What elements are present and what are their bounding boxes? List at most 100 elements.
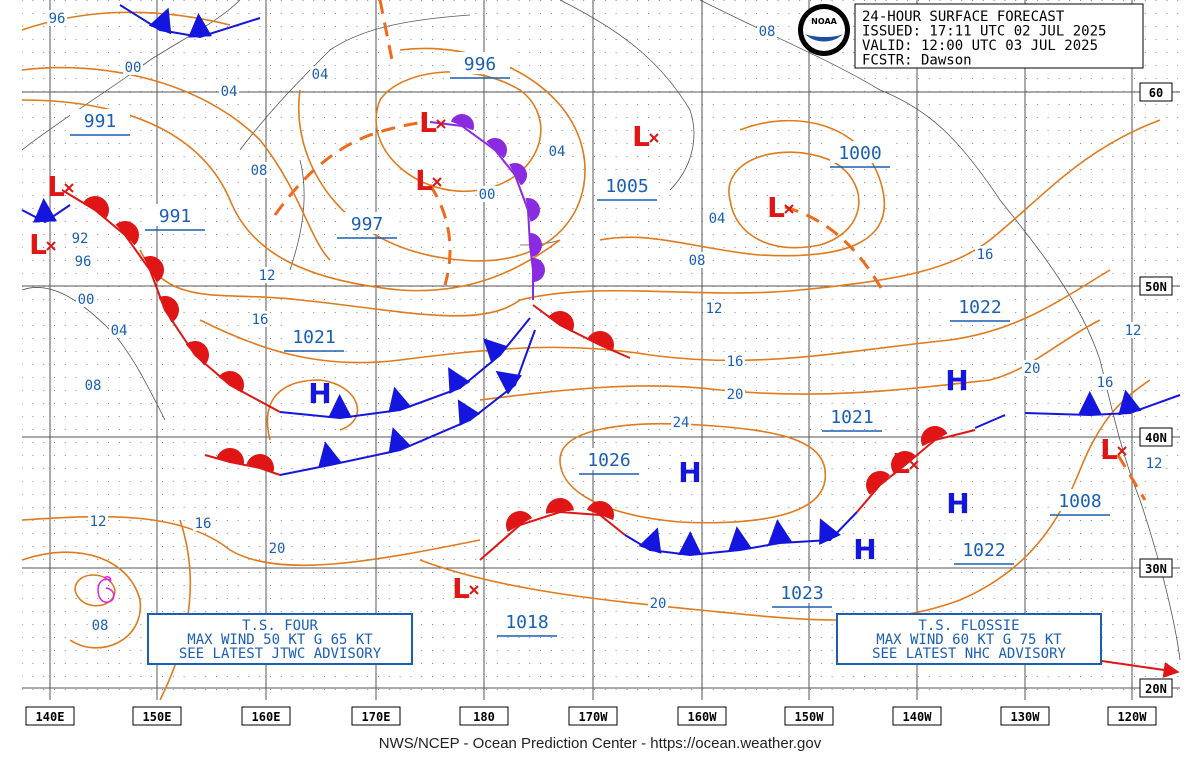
lon-label-box (25, 706, 75, 726)
isobar-label: 08 (689, 253, 706, 269)
isobar-label-bg (76, 291, 96, 307)
pressure-label-bg (597, 174, 657, 196)
isobar-label-bg (47, 10, 67, 26)
isobar-label: 16 (1097, 375, 1114, 391)
isobar-label-bg (1123, 322, 1143, 338)
lon-label: 180 (473, 710, 495, 724)
isobar-label-bg (725, 386, 745, 402)
low-center: L (47, 170, 65, 203)
labels: 140E 150E 160E 170E 180 170W 160W 150W 140W 130W 1… (25, 10, 1173, 726)
isobar-label-bg (648, 595, 668, 611)
pressure-label-bg (772, 581, 832, 603)
pressure-label: 1008 (1058, 491, 1101, 512)
advisory-line: T.S. FLOSSIE (918, 618, 1019, 634)
isobar-label-bg (310, 66, 330, 82)
pressure-label: 997 (351, 214, 384, 235)
fronts (21, 4, 1181, 678)
pressure-label-bg (70, 109, 130, 131)
isobar-label-bg (547, 143, 567, 159)
lon-label-box (892, 706, 942, 726)
isobar-label-bg (1144, 455, 1164, 471)
low-x (784, 204, 794, 214)
pressure-label: 1021 (292, 327, 335, 348)
pressure-label: 996 (464, 54, 497, 75)
pressure-label: 1005 (605, 176, 648, 197)
isobar-label: 04 (111, 323, 128, 339)
pressure-label: 1026 (587, 450, 630, 471)
isobar-label-bg (193, 515, 213, 531)
logo-bird (805, 34, 843, 42)
pressure-label-bg (950, 295, 1010, 317)
lon-label-box (351, 706, 401, 726)
lat-label-box (1139, 558, 1173, 578)
isobar-label: 08 (92, 618, 109, 634)
lon-label-box (459, 706, 509, 726)
advisory-line: MAX WIND 50 KT G 65 KT (187, 632, 373, 648)
isobar-label-bg (975, 246, 995, 262)
isobar-label: 12 (1125, 323, 1142, 339)
isobar-label: 96 (75, 254, 92, 270)
isobar-label-bg (70, 230, 90, 246)
high-center: H (308, 377, 331, 410)
isobar-label-bg (257, 267, 277, 283)
advisory-line: T.S. FOUR (242, 618, 318, 634)
isobar-label-bg (123, 59, 143, 75)
lat-label: 20N (1145, 682, 1167, 696)
pressure-label: 991 (159, 206, 192, 227)
isobar-label: 04 (312, 67, 329, 83)
lat-label: 60 (1149, 86, 1163, 100)
isobar-label-bg (83, 377, 103, 393)
pressure-label: 1021 (830, 407, 873, 428)
low-x (909, 460, 919, 470)
pressure-label-bg (954, 538, 1014, 560)
pressure-label: 1022 (962, 540, 1005, 561)
advisory-line: SEE LATEST JTWC ADVISORY (179, 646, 382, 662)
dotted-grid (22, 0, 1180, 700)
pressure-label: 1022 (958, 297, 1001, 318)
isobar-label-bg (88, 513, 108, 529)
isobar-label: 20 (650, 596, 667, 612)
isobar-label: 00 (125, 60, 142, 76)
lon-label: 170E (362, 710, 391, 724)
pressure-label: 1023 (780, 583, 823, 604)
isobar-label-bg (671, 414, 691, 430)
low-center: L (452, 572, 470, 605)
isobar-label: 20 (727, 387, 744, 403)
isobar-label: 96 (49, 11, 66, 27)
high-center: H (678, 456, 701, 489)
isobar-label: 08 (759, 24, 776, 40)
header-line: VALID: 12:00 UTC 03 JUL 2025 (862, 38, 1098, 54)
header-box (854, 3, 1144, 69)
low-center: L (419, 106, 437, 139)
lon-label: 160E (252, 710, 281, 724)
advisory-box (147, 613, 413, 665)
pressure-label-bg (284, 325, 344, 347)
low-x (64, 183, 74, 193)
isobar-label: 16 (977, 247, 994, 263)
high-center: H (945, 364, 968, 397)
low-center: L (892, 447, 910, 480)
isobar-label: 04 (709, 211, 726, 227)
isobar-label-bg (725, 353, 745, 369)
low-center: L (632, 120, 650, 153)
lat-label-box (1139, 678, 1173, 698)
pressure-label-bg (337, 212, 397, 234)
advisory-line: MAX WIND 60 KT G 75 KT (876, 632, 1062, 648)
lon-label: 150W (795, 710, 825, 724)
pressure-label-bg (145, 204, 205, 226)
low-x (46, 241, 56, 251)
lat-label-box (1139, 276, 1173, 296)
isobar-label-bg (707, 210, 727, 226)
troughs (273, 0, 1147, 501)
isobar-label: 04 (549, 144, 566, 160)
isobar-label-bg (109, 322, 129, 338)
low-x (432, 177, 442, 187)
isobar-label-bg (267, 540, 287, 556)
lon-label-box (241, 706, 291, 726)
pressure-label: 991 (84, 111, 117, 132)
low-center: L (767, 191, 785, 224)
isobar-label-bg (1095, 374, 1115, 390)
pressure-label-bg (497, 610, 557, 632)
